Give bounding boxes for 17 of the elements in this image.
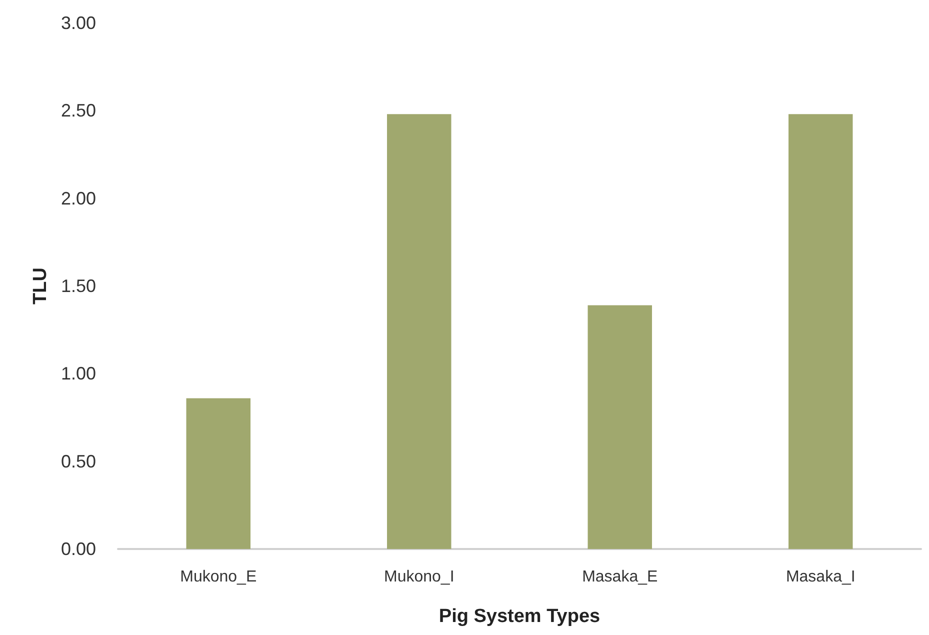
- bar: [588, 305, 652, 549]
- y-tick-label: 0.50: [60, 451, 96, 472]
- x-tick-label: Masaka_I: [786, 568, 856, 586]
- y-tick-label: 2.50: [60, 100, 96, 121]
- x-tick-label: Mukono_I: [384, 568, 454, 586]
- y-tick-label: 1.00: [60, 364, 96, 384]
- y-tick-label: 1.50: [60, 276, 96, 296]
- bar: [186, 398, 250, 549]
- bar: [387, 114, 452, 549]
- x-tick-label: Masaka_E: [582, 568, 658, 586]
- y-tick-label: 2.00: [60, 188, 96, 208]
- bar: [788, 114, 853, 549]
- y-tick-label: 0.00: [60, 539, 96, 559]
- y-tick-label: 3.00: [60, 13, 96, 33]
- x-axis-title: Pig System Types: [438, 606, 600, 627]
- x-tick-label: Mukono_E: [180, 568, 257, 586]
- y-axis-title: TLU: [30, 268, 52, 304]
